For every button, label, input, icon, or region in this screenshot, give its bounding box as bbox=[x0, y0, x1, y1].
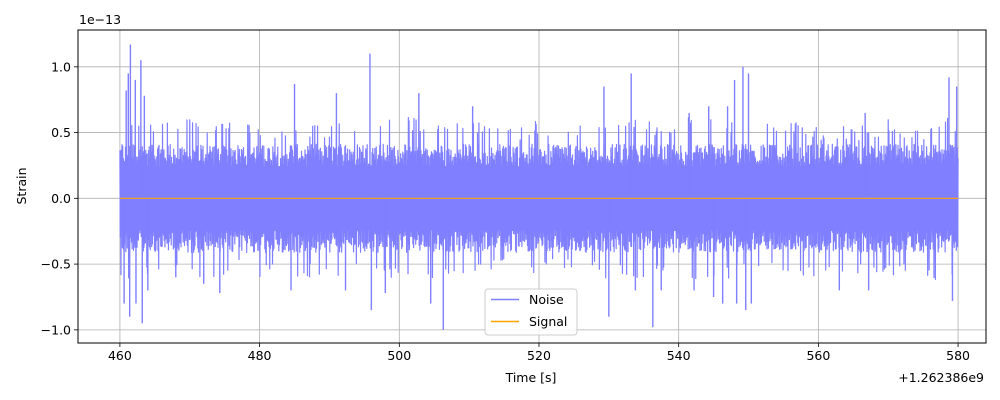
y-axis: −1.0 −0.5 0.0 0.5 1.0 bbox=[41, 59, 78, 337]
legend-box bbox=[484, 288, 578, 336]
y-axis-title: Strain bbox=[14, 167, 29, 204]
legend-signal-label: Signal bbox=[529, 314, 567, 329]
legend-noise-label: Noise bbox=[529, 292, 564, 307]
y-tick-label: −1.0 bbox=[41, 322, 71, 337]
y-scale-label: 1e−13 bbox=[79, 12, 121, 27]
x-axis-title: Time [s] bbox=[505, 370, 557, 385]
noise-series bbox=[119, 44, 959, 330]
y-tick-label: 1.0 bbox=[51, 59, 71, 74]
x-axis: 460 480 500 520 540 560 580 bbox=[108, 343, 970, 363]
legend: Noise Signal bbox=[484, 288, 578, 336]
x-tick-label: 500 bbox=[387, 348, 411, 363]
noise-line bbox=[119, 116, 959, 280]
y-tick-label: −0.5 bbox=[41, 257, 71, 272]
x-tick-label: 540 bbox=[667, 348, 691, 363]
x-offset-label: +1.262386e9 bbox=[898, 370, 984, 385]
y-tick-label: 0.0 bbox=[51, 191, 71, 206]
x-tick-label: 560 bbox=[806, 348, 830, 363]
x-tick-label: 580 bbox=[946, 348, 970, 363]
x-tick-label: 480 bbox=[248, 348, 272, 363]
x-tick-label: 460 bbox=[108, 348, 132, 363]
x-tick-label: 520 bbox=[527, 348, 551, 363]
y-tick-label: 0.5 bbox=[51, 125, 71, 140]
plot-frame bbox=[77, 29, 987, 344]
